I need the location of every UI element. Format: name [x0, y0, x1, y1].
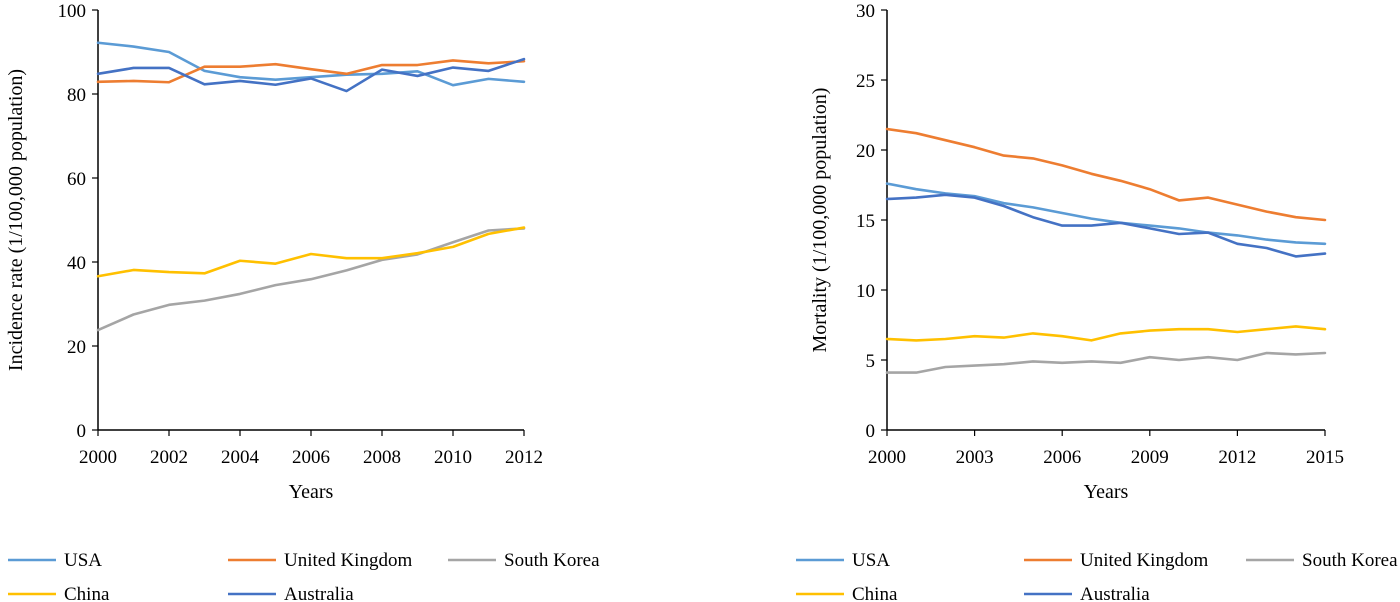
y-axis-title: Incidence rate (1/100,000 population): [5, 69, 27, 371]
legend-label-south-korea: South Korea: [504, 550, 600, 571]
series-line-south-korea: [885, 351, 1327, 374]
y-tick-label: 25: [856, 71, 875, 92]
y-tick-label: 20: [856, 141, 875, 162]
legend-label-australia: Australia: [1080, 584, 1150, 602]
series-line-china: [885, 325, 1327, 342]
series-line-australia: [885, 193, 1327, 258]
mortality-chart: 0 5 10 15 20 25 30 2000 2003 2006 2009 2012 2015 Year…: [796, 1, 1398, 602]
y-tick-label: 20: [67, 337, 86, 358]
series-line-united-kingdom: [885, 127, 1327, 222]
legend-label-usa: USA: [852, 550, 890, 571]
x-tick-label: 2015: [1306, 447, 1344, 468]
legend-label-united-kingdom: United Kingdom: [1080, 550, 1208, 571]
y-tick-label: 40: [67, 253, 86, 274]
y-tick-label: 80: [67, 85, 86, 106]
x-tick-label: 2009: [1131, 447, 1169, 468]
x-tick-label: 2000: [868, 447, 906, 468]
series-line-united-kingdom: [96, 59, 526, 84]
x-tick-label: 2004: [221, 447, 260, 468]
legend-label-united-kingdom: United Kingdom: [284, 550, 412, 571]
x-axis-title: Years: [1084, 481, 1129, 503]
y-tick-label: 10: [856, 281, 875, 302]
x-tick-label: 2006: [1043, 447, 1081, 468]
incidence-chart: 0 20 40 60 80 100 2000 2002 2004 2006 2008 2010 2012…: [5, 1, 600, 602]
y-axis-title: Mortality (1/100,000 population): [809, 88, 831, 353]
legend-label-china: China: [64, 584, 110, 602]
legend-label-china: China: [852, 584, 898, 602]
x-tick-label: 2012: [1218, 447, 1256, 468]
x-tick-label: 2000: [79, 447, 117, 468]
legend-label-usa: USA: [64, 550, 102, 571]
y-tick-label: 5: [866, 351, 876, 372]
legend-label-south-korea: South Korea: [1302, 550, 1398, 571]
y-tick-label: 0: [866, 421, 876, 442]
x-tick-label: 2002: [150, 447, 188, 468]
x-tick-label: 2006: [292, 447, 330, 468]
x-tick-label: 2008: [363, 447, 401, 468]
x-tick-label: 2010: [434, 447, 472, 468]
series-line-usa: [885, 182, 1327, 246]
x-tick-label: 2003: [956, 447, 994, 468]
y-tick-label: 15: [856, 211, 875, 232]
y-tick-label: 30: [856, 1, 875, 22]
series-line-china: [96, 226, 526, 278]
y-tick-label: 60: [67, 169, 86, 190]
series-line-south-korea: [96, 227, 526, 332]
y-tick-label: 100: [58, 1, 87, 22]
x-axis-title: Years: [289, 481, 334, 503]
series-line-australia: [96, 57, 526, 93]
legend-label-australia: Australia: [284, 584, 354, 602]
y-tick-label: 0: [77, 421, 87, 442]
x-tick-label: 2012: [505, 447, 543, 468]
